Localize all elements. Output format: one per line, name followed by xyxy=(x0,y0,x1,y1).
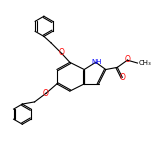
Text: O: O xyxy=(42,89,48,98)
Text: NH: NH xyxy=(91,59,102,65)
Text: O: O xyxy=(120,73,126,82)
Text: CH₃: CH₃ xyxy=(139,60,151,66)
Text: O: O xyxy=(58,48,64,57)
Text: O: O xyxy=(125,55,131,64)
